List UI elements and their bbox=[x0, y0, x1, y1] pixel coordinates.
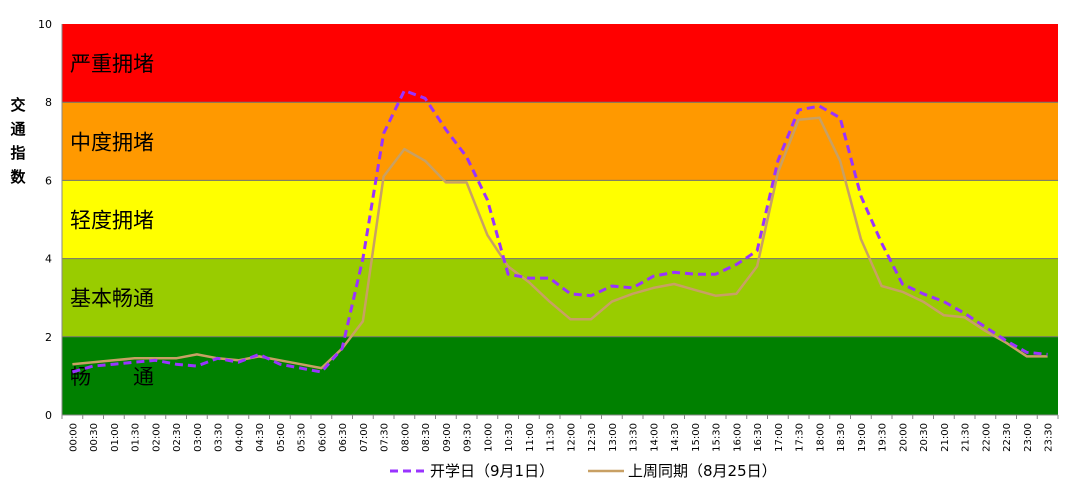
x-tick-label: 04:00 bbox=[234, 423, 245, 452]
x-tick-label: 11:00 bbox=[525, 423, 536, 452]
x-tick-label: 03:00 bbox=[193, 423, 204, 452]
axes bbox=[61, 24, 1059, 419]
legend-label-1: 上周同期（8月25日） bbox=[628, 462, 777, 480]
y-tick-labels: 0 2 4 6 8 10 bbox=[38, 18, 52, 422]
band-2 bbox=[62, 180, 1058, 259]
x-tick-label: 05:30 bbox=[297, 423, 308, 452]
x-tick-label: 06:00 bbox=[317, 423, 328, 452]
y-axis-label-char: 交 bbox=[10, 96, 25, 114]
x-tick-label: 21:00 bbox=[940, 423, 951, 452]
band-label-3: 中度拥堵 bbox=[70, 130, 154, 154]
x-tick-label: 01:00 bbox=[110, 423, 121, 452]
x-tick-label: 17:30 bbox=[795, 423, 806, 452]
y-tick-label: 6 bbox=[45, 174, 52, 187]
x-tick-label: 00:00 bbox=[68, 423, 79, 452]
x-tick-label: 19:00 bbox=[857, 423, 868, 452]
x-tick-label: 02:30 bbox=[172, 423, 183, 452]
x-tick-label: 15:00 bbox=[691, 423, 702, 452]
band-label-1: 基本畅通 bbox=[70, 287, 154, 311]
band-label-2: 轻度拥堵 bbox=[70, 209, 154, 233]
x-tick-label: 18:30 bbox=[836, 423, 847, 452]
y-tick-label: 0 bbox=[45, 409, 52, 422]
band-label-0: 畅 通 bbox=[70, 365, 154, 389]
x-tick-label: 00:30 bbox=[89, 423, 100, 452]
x-tick-label: 16:30 bbox=[753, 423, 764, 452]
congestion-bands bbox=[62, 24, 1058, 415]
series-line-0 bbox=[71, 89, 1048, 374]
x-tick-label: 21:30 bbox=[961, 423, 972, 452]
x-tick-label: 10:30 bbox=[504, 423, 515, 452]
x-tick-label: 07:30 bbox=[380, 423, 391, 452]
x-tick-label: 14:00 bbox=[649, 423, 660, 452]
x-tick-label: 23:30 bbox=[1044, 423, 1055, 452]
y-tick-label: 4 bbox=[45, 253, 52, 266]
band-3 bbox=[62, 102, 1058, 181]
y-axis-label-char: 指 bbox=[10, 144, 25, 162]
x-tick-labels: 00:00 00:30 01:00 01:30 02:00 02:30 03:00 03:30… bbox=[68, 423, 1054, 452]
band-labels: 畅 通 基本畅通 轻度拥堵 中度拥堵 严重拥堵 bbox=[70, 52, 154, 389]
x-tick-label: 13:00 bbox=[608, 423, 619, 452]
x-tick-label: 03:30 bbox=[214, 423, 225, 452]
x-tick-label: 22:00 bbox=[981, 423, 992, 452]
series-lines bbox=[71, 89, 1048, 374]
x-tick-label: 04:30 bbox=[255, 423, 266, 452]
x-tick-label: 22:30 bbox=[1002, 423, 1013, 452]
band-4 bbox=[62, 24, 1058, 103]
x-tick-label: 08:30 bbox=[421, 423, 432, 452]
x-tick-label: 13:30 bbox=[629, 423, 640, 452]
x-tick-label: 14:30 bbox=[670, 423, 681, 452]
x-tick-label: 17:00 bbox=[774, 423, 785, 452]
x-tick-label: 09:00 bbox=[442, 423, 453, 452]
x-tick-label: 23:00 bbox=[1023, 423, 1034, 452]
band-0 bbox=[62, 336, 1058, 415]
x-tick-label: 02:00 bbox=[151, 423, 162, 452]
x-tick-label: 05:00 bbox=[276, 423, 287, 452]
x-tick-label: 19:30 bbox=[878, 423, 889, 452]
x-tick-label: 12:00 bbox=[566, 423, 577, 452]
y-axis-label-char: 通 bbox=[10, 120, 25, 138]
x-tick-label: 18:00 bbox=[815, 423, 826, 452]
y-tick-label: 8 bbox=[45, 96, 52, 109]
band-1 bbox=[62, 258, 1058, 337]
x-tick-label: 10:00 bbox=[483, 423, 494, 452]
y-axis-label-char: 数 bbox=[10, 168, 26, 186]
legend: 开学日（9月1日） 上周同期（8月25日） bbox=[390, 462, 777, 480]
x-tick-label: 01:30 bbox=[131, 423, 142, 452]
x-tick-label: 12:30 bbox=[587, 423, 598, 452]
series-line-1 bbox=[72, 116, 1048, 370]
x-tick-label: 09:30 bbox=[463, 423, 474, 452]
x-tick-label: 11:30 bbox=[546, 423, 557, 452]
y-tick-label: 10 bbox=[38, 18, 52, 31]
x-tick-label: 07:00 bbox=[359, 423, 370, 452]
band-label-4: 严重拥堵 bbox=[70, 52, 154, 76]
x-tick-label: 06:30 bbox=[338, 423, 349, 452]
x-tick-label: 20:00 bbox=[898, 423, 909, 452]
x-tick-label: 15:30 bbox=[712, 423, 723, 452]
x-tick-label: 20:30 bbox=[919, 423, 930, 452]
x-tick-label: 16:00 bbox=[732, 423, 743, 452]
x-tick-label: 08:00 bbox=[400, 423, 411, 452]
y-tick-label: 2 bbox=[45, 331, 52, 344]
legend-label-0: 开学日（9月1日） bbox=[430, 462, 554, 480]
